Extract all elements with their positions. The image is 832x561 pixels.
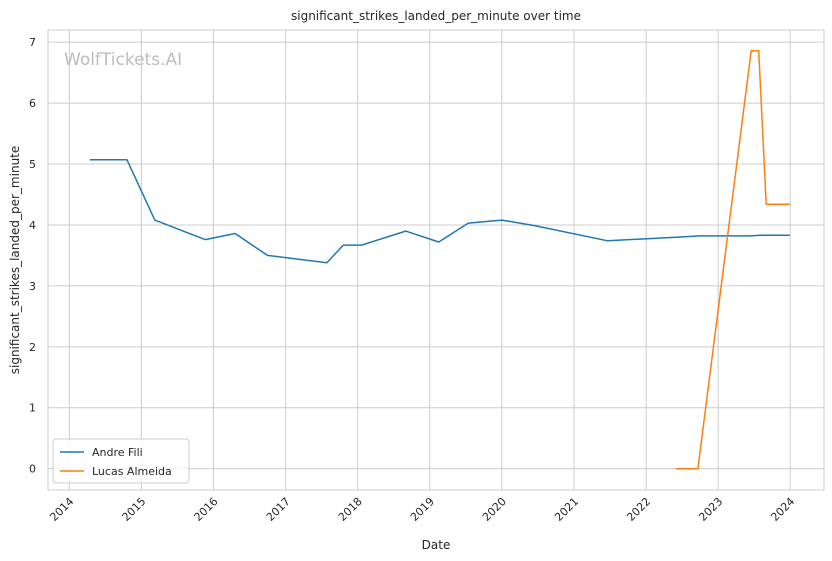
- x-axis-ticks: 2014 2015 2016 2017 2018 2019 2020 2021 2022 2023…: [47, 495, 797, 524]
- chart-title: significant_strikes_landed_per_minute ov…: [291, 9, 581, 23]
- y-tick-label: 0: [29, 463, 36, 476]
- watermark: WolfTickets.AI: [64, 50, 182, 70]
- x-tick-label: 2018: [336, 495, 365, 524]
- x-tick-label: 2024: [768, 495, 797, 524]
- y-axis-ticks: 0 1 2 3 4 5 6 7: [29, 36, 36, 475]
- x-tick-label: 2021: [552, 495, 581, 524]
- legend: Andre Fili Lucas Almeida: [52, 438, 190, 484]
- series-line-lucas-almeida: [675, 49, 790, 470]
- legend-label-andre-fili: Andre Fili: [92, 446, 143, 459]
- y-tick-label: 6: [29, 97, 36, 110]
- y-tick-label: 2: [29, 341, 36, 354]
- y-tick-label: 3: [29, 280, 36, 293]
- plot-area: [47, 29, 825, 491]
- x-tick-label: 2015: [120, 495, 149, 524]
- x-tick-label: 2023: [696, 495, 725, 524]
- series-layer: [89, 49, 790, 470]
- x-tick-label: 2017: [264, 495, 293, 524]
- legend-label-lucas-almeida: Lucas Almeida: [92, 465, 172, 478]
- y-tick-label: 5: [29, 158, 36, 171]
- x-tick-label: 2014: [47, 495, 76, 524]
- y-axis-label: significant_strikes_landed_per_minute: [8, 146, 22, 375]
- x-tick-label: 2016: [192, 495, 221, 524]
- x-tick-label: 2019: [408, 495, 437, 524]
- x-axis-label: Date: [422, 538, 451, 552]
- legend-box: [52, 438, 190, 484]
- x-tick-label: 2022: [624, 495, 653, 524]
- y-tick-label: 1: [29, 402, 36, 415]
- series-line-andre-fili: [89, 159, 790, 264]
- y-tick-label: 4: [29, 219, 36, 232]
- y-tick-label: 7: [29, 36, 36, 49]
- x-tick-label: 2020: [480, 495, 509, 524]
